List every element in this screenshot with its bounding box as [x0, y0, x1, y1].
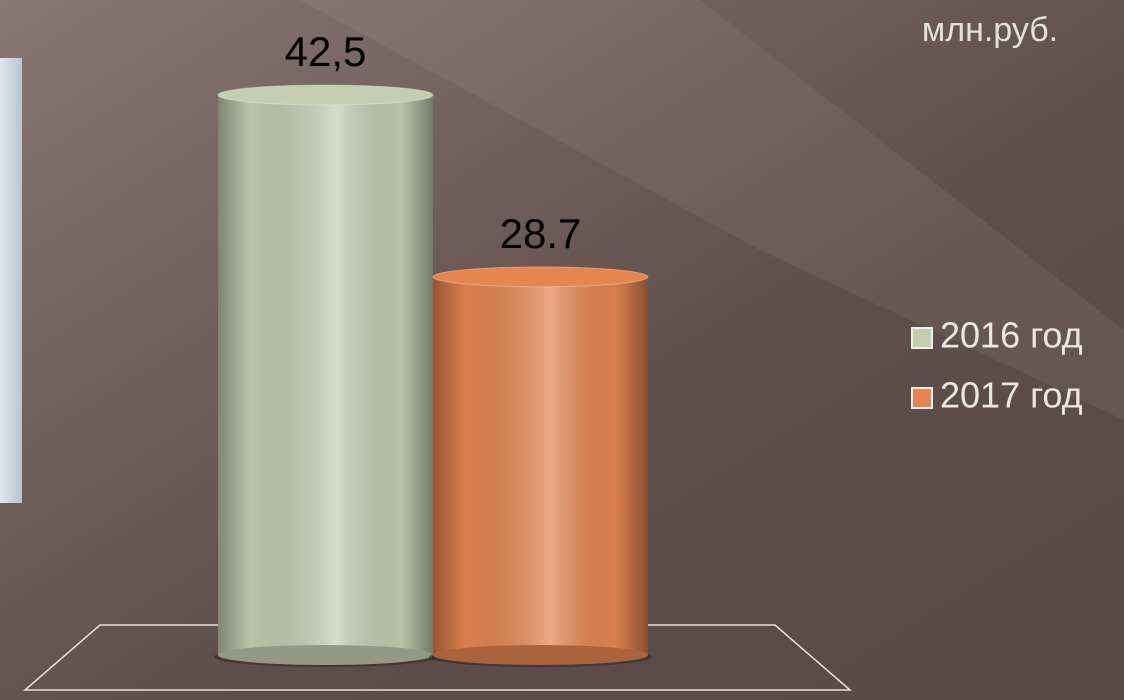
legend-swatch: [911, 387, 933, 409]
legend-label: 2017 год: [940, 375, 1083, 416]
light-band: [300, 0, 1124, 420]
value-label: 42,5: [285, 28, 367, 75]
bar-base-shade: [433, 645, 648, 665]
value-label: 28.7: [500, 210, 582, 257]
bar-shading: [433, 276, 648, 655]
bar-shading: [218, 95, 433, 655]
plot-area: 42,5 2016 год 28.7 2017 год: [214, 28, 1083, 667]
bar-base: [218, 645, 433, 665]
legend-swatch: [911, 327, 933, 349]
side-image: [0, 58, 22, 503]
bar-top: [217, 84, 434, 106]
bar-base: [433, 645, 648, 665]
bar-top: [432, 266, 649, 288]
unit-label: млн.руб.: [922, 11, 1058, 49]
bar-base-shade: [218, 645, 433, 665]
legend-label: 2016 год: [940, 315, 1083, 356]
